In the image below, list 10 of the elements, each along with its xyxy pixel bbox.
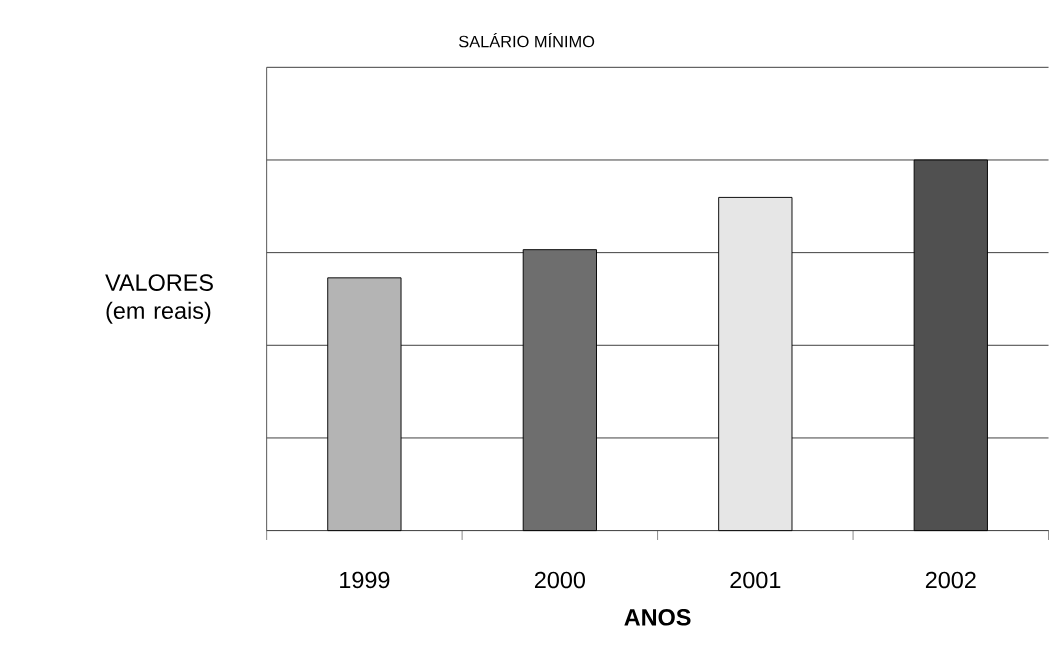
x-tick-label: 1999 (340, 571, 390, 589)
x-tick-label: 2001 (730, 571, 781, 589)
bar (718, 196, 793, 532)
bar (522, 249, 597, 532)
y-axis-title: VALORES (em reais) (105, 274, 213, 324)
x-tick-label: 2002 (925, 571, 976, 589)
chart-title: SALÁRIO MÍNIMO (459, 32, 595, 48)
x-tick-label: 2000 (534, 571, 585, 589)
bar (327, 277, 402, 532)
x-axis-title: ANOS (624, 609, 691, 626)
